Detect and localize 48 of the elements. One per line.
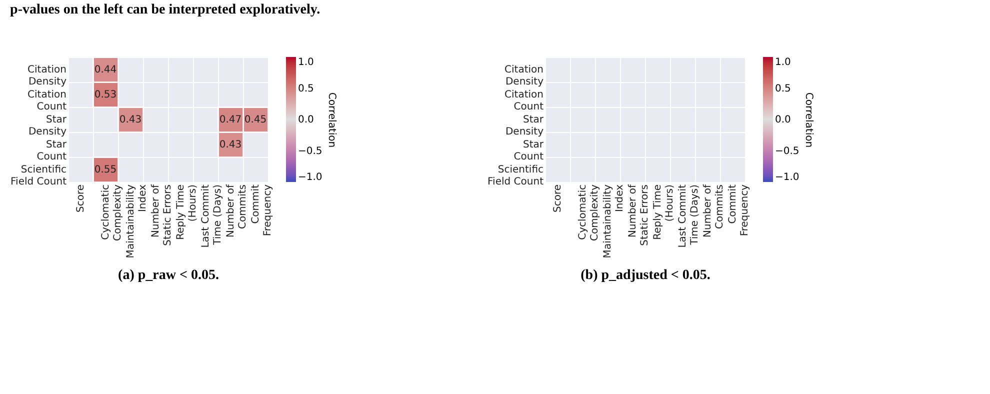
data-label: 0.45 [244, 114, 267, 126]
x-tick-label: Commit Frequency [250, 184, 274, 236]
color-bar-label: 0.0 [298, 114, 314, 126]
color-bar-label: −0.5 [298, 146, 322, 157]
color-bar-label: 1.0 [775, 57, 791, 68]
text: p-values on the left can be interpreted exploratively. [10, 2, 320, 18]
data-label: 0.47 [219, 114, 242, 126]
data-label: 0.44 [94, 64, 117, 76]
x-tick-label: Maintainability Index [602, 184, 626, 258]
x-tick-label: Score [76, 184, 86, 213]
x-tick-label: Maintainability Index [126, 184, 148, 258]
y-tick-label: Scientific Field Count [488, 164, 544, 188]
y-tick-label: Star Count [514, 140, 544, 162]
x-tick-label: Number of Static Errors [628, 184, 650, 246]
color-bar-label: −1.0 [775, 172, 800, 183]
x-tick-label: Number of Commits [226, 184, 248, 238]
x-tick-label: Last Commit Time (Days) [200, 184, 224, 248]
x-tick-label: Cyclomatic Complexity [100, 184, 124, 241]
color-bar-label: 0.0 [775, 114, 791, 126]
y-tick-label: Citation Density [504, 64, 544, 88]
y-tick-label: Citation Count [28, 90, 67, 112]
data-label: 0.43 [219, 140, 242, 150]
x-tick-label: Last Commit Time (Days) [678, 184, 700, 248]
data-label: 0.55 [94, 164, 117, 176]
data-label: 0.43 [119, 114, 142, 126]
y-tick-label: Citation Count [504, 90, 544, 112]
y-tick-label: Star Count [36, 140, 68, 162]
color-bar-title: Correlation [803, 92, 814, 148]
x-axis-title: (b) p_adjusted < 0.05. [580, 268, 710, 284]
y-tick-label: Scientific Field Count [10, 164, 67, 188]
y-tick-label: Citation Density [28, 64, 67, 88]
color-bar-label: 0.5 [775, 83, 791, 94]
x-tick-label: Commit Frequency [728, 184, 750, 236]
color-bar-label: 0.5 [298, 83, 314, 94]
x-tick-label: Score [552, 184, 564, 213]
y-tick-label: Star Density [28, 114, 68, 138]
data-label: 0.53 [94, 90, 117, 100]
y-tick-label: Star Density [505, 114, 544, 138]
color-bar-label: 1.0 [298, 57, 314, 68]
x-tick-label: Number of Commits [702, 184, 726, 238]
x-tick-label: Reply Time (Hours) [652, 184, 676, 240]
color-bar-label: −0.5 [775, 146, 800, 157]
color-bar-title: Correlation [326, 92, 337, 148]
x-tick-label: Cyclomatic Complexity [578, 184, 600, 241]
x-tick-label: Reply Time (Hours) [176, 184, 198, 240]
x-axis-title: (a) p_raw < 0.05. [118, 268, 219, 284]
x-tick-label: Number of Static Errors [150, 184, 174, 246]
color-bar-label: −1.0 [298, 172, 322, 183]
